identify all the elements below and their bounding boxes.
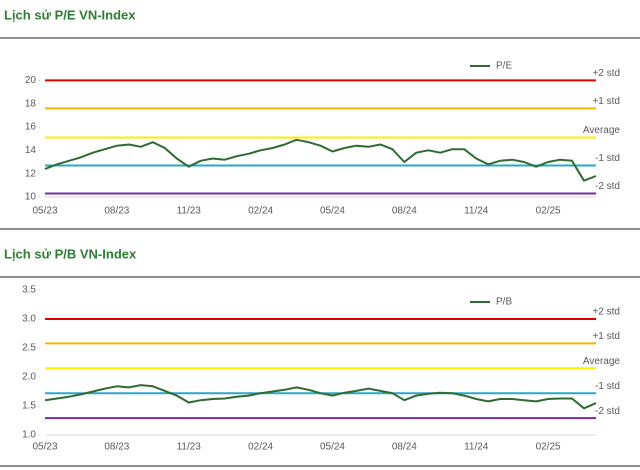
y-tick-label: 16 <box>25 122 37 133</box>
x-tick-label: 02/25 <box>536 442 561 453</box>
y-tick-label: 2.0 <box>22 372 36 383</box>
y-tick-label: 12 <box>25 168 37 179</box>
y-tick-label: 2.5 <box>22 343 36 354</box>
series-line <box>44 138 597 182</box>
reference-label: -1 std <box>595 381 620 392</box>
reference-label: +2 std <box>592 68 620 79</box>
chart-title: Lịch sử P/B VN-Index <box>4 246 137 261</box>
reference-label: -2 std <box>595 181 620 192</box>
x-tick-label: 11/23 <box>177 442 202 453</box>
y-tick-label: 10 <box>25 192 37 203</box>
x-tick-label: 05/24 <box>320 206 345 217</box>
x-tick-label: 08/23 <box>104 442 129 453</box>
reference-label: -1 std <box>595 153 620 164</box>
x-tick-label: 11/23 <box>177 206 202 217</box>
x-tick-label: 05/23 <box>32 206 57 217</box>
legend-label: P/B <box>496 297 512 308</box>
x-tick-label: 08/24 <box>392 442 417 453</box>
y-tick-label: 14 <box>25 145 37 156</box>
reference-label: -2 std <box>595 406 620 417</box>
y-tick-label: 18 <box>25 98 37 109</box>
reference-label: Average <box>583 125 621 136</box>
x-tick-label: 11/24 <box>464 442 489 453</box>
reference-label: Average <box>583 356 621 367</box>
chart-title: Lịch sử P/E VN-Index <box>4 7 136 22</box>
reference-label: +1 std <box>592 96 620 107</box>
x-tick-label: 02/24 <box>248 442 273 453</box>
x-tick-label: 11/24 <box>464 206 489 217</box>
y-tick-label: 3.0 <box>22 314 36 325</box>
legend-label: P/E <box>496 61 512 72</box>
y-tick-label: 3.5 <box>22 285 36 296</box>
y-tick-label: 1.0 <box>22 430 36 441</box>
reference-label: +2 std <box>592 307 620 318</box>
series-line <box>44 384 597 410</box>
y-tick-label: 20 <box>25 75 37 86</box>
x-tick-label: 05/23 <box>32 442 57 453</box>
x-tick-label: 02/24 <box>248 206 273 217</box>
x-tick-label: 08/24 <box>392 206 417 217</box>
x-tick-label: 02/25 <box>536 206 561 217</box>
reference-label: +1 std <box>592 331 620 342</box>
x-tick-label: 05/24 <box>320 442 345 453</box>
y-tick-label: 1.5 <box>22 401 36 412</box>
x-tick-label: 08/23 <box>104 206 129 217</box>
